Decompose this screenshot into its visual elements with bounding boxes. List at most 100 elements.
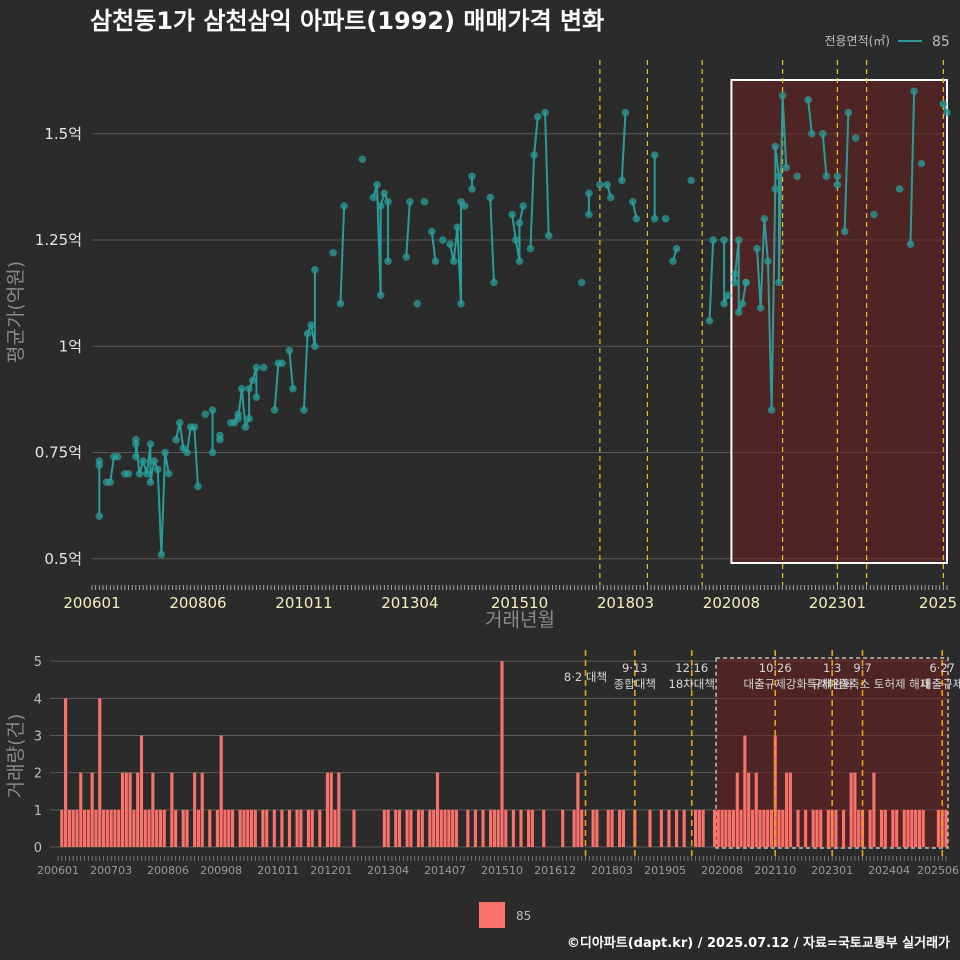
volume-legend-entry: 85: [516, 909, 531, 923]
price-point: [376, 291, 385, 300]
volume-bar: [90, 772, 94, 847]
price-point: [720, 299, 728, 308]
volume-bar: [443, 809, 447, 847]
price-point: [519, 202, 527, 210]
volume-bars: [60, 661, 948, 847]
price-point: [285, 346, 294, 355]
volume-bar: [128, 772, 132, 847]
price-point: [146, 478, 155, 487]
price-point: [906, 240, 915, 249]
volume-bar: [325, 772, 329, 847]
price-point: [709, 236, 717, 244]
price-point: [153, 465, 162, 474]
price-point: [106, 478, 115, 487]
price-line-segment: [774, 146, 780, 177]
price-point: [270, 406, 279, 414]
volume-x-tick-label: 200601: [37, 864, 79, 877]
volume-bar: [405, 809, 409, 847]
price-point: [490, 278, 498, 287]
volume-bar: [788, 772, 792, 847]
price-point: [132, 435, 140, 444]
price-point: [851, 134, 860, 142]
volume-bar: [86, 809, 90, 847]
volume-bar: [287, 809, 292, 847]
volume-bar: [906, 809, 910, 847]
price-point: [603, 180, 611, 189]
volume-bar: [117, 809, 121, 847]
volume-bar: [139, 735, 144, 847]
volume-bar: [860, 809, 865, 847]
price-line-segment: [302, 333, 309, 411]
volume-bar: [215, 809, 219, 847]
volume-bar: [162, 809, 166, 847]
price-point: [234, 414, 242, 423]
volume-bar: [796, 809, 800, 847]
volume-bar: [60, 809, 64, 847]
price-point: [340, 202, 348, 210]
price-line-segment: [759, 218, 766, 309]
volume-bar: [109, 809, 113, 847]
price-y-tick-label: 1.5억: [44, 125, 82, 143]
price-point: [939, 100, 948, 108]
volume-bar: [561, 809, 565, 847]
volume-bar: [610, 809, 614, 847]
price-point: [577, 278, 586, 287]
price-point: [512, 236, 520, 244]
volume-bar: [830, 809, 834, 847]
price-point: [438, 236, 447, 244]
price-line-segment: [511, 214, 517, 241]
volume-bar: [701, 809, 705, 847]
price-point: [194, 482, 202, 491]
volume-bar: [667, 809, 671, 847]
price-point: [833, 180, 842, 189]
volume-bar: [318, 809, 322, 847]
policy-annotation-line: 종합대책: [614, 677, 656, 691]
volume-bar: [151, 772, 155, 847]
volume-x-tick-label: 201612: [534, 864, 576, 877]
price-x-tick-label: 200601: [63, 594, 120, 612]
volume-bar: [219, 735, 223, 847]
price-point: [840, 227, 849, 236]
policy-annotation-line: 규제완화: [811, 677, 854, 691]
volume-bar: [750, 809, 755, 847]
volume-bar: [200, 772, 204, 847]
volume-bar: [872, 772, 876, 847]
volume-bar: [208, 809, 212, 847]
volume-bar: [83, 809, 87, 847]
volume-bar: [936, 809, 940, 847]
volume-bar: [447, 809, 451, 847]
volume-bar: [504, 809, 508, 847]
price-point: [216, 435, 224, 444]
volume-bar: [769, 809, 773, 847]
price-point: [771, 142, 780, 151]
volume-bar: [428, 809, 432, 847]
volume-bar: [143, 809, 147, 847]
volume-bar: [473, 809, 477, 847]
volume-bar: [227, 809, 231, 847]
price-line-segment: [288, 350, 294, 389]
price-point: [311, 265, 319, 274]
price-point: [808, 129, 816, 138]
price-x-axis-label: 거래년월: [485, 609, 555, 631]
volume-bar: [253, 809, 257, 847]
price-point: [650, 151, 659, 159]
volume-bar: [735, 772, 739, 847]
price-point: [793, 172, 801, 181]
volume-bar: [64, 698, 68, 847]
volume-bar: [576, 772, 580, 847]
volume-bar: [891, 809, 895, 847]
volume-bar: [280, 809, 284, 847]
price-y-tick-label: 1억: [59, 337, 82, 355]
volume-bar: [295, 809, 299, 847]
price-line-segment: [240, 388, 247, 428]
price-point: [661, 214, 670, 223]
price-point: [307, 321, 316, 329]
price-line-segment: [178, 422, 185, 449]
volume-bar: [841, 809, 846, 847]
volume-bar: [238, 809, 242, 847]
volume-x-tick-label: 201905: [644, 864, 686, 877]
policy-annotation-line: 9·13: [622, 661, 648, 675]
price-point: [767, 406, 776, 414]
price-line-segment: [156, 469, 163, 555]
